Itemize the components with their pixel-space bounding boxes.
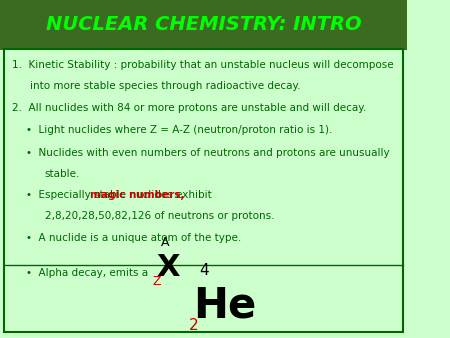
Text: 2,8,20,28,50,82,126 of neutrons or protons.: 2,8,20,28,50,82,126 of neutrons or proto… <box>45 211 274 221</box>
Text: into more stable species through radioactive decay.: into more stable species through radioac… <box>31 81 301 91</box>
Text: •  A nuclide is a unique atom of the type.: • A nuclide is a unique atom of the type… <box>27 233 242 243</box>
Text: X: X <box>157 252 180 282</box>
Text: magic numbers,: magic numbers, <box>90 190 184 200</box>
FancyBboxPatch shape <box>0 0 407 50</box>
Text: •  Nuclides with even numbers of neutrons and protons are unusually: • Nuclides with even numbers of neutrons… <box>27 148 390 158</box>
Text: 1.  Kinetic Stability : probability that an unstable nucleus will decompose: 1. Kinetic Stability : probability that … <box>12 60 394 70</box>
Text: 2: 2 <box>189 318 199 333</box>
Text: •  Light nuclides where Z = A-Z (neutron/proton ratio is 1).: • Light nuclides where Z = A-Z (neutron/… <box>27 125 333 135</box>
Text: Z: Z <box>153 275 161 288</box>
Text: NUCLEAR CHEMISTRY: INTRO: NUCLEAR CHEMISTRY: INTRO <box>45 15 361 34</box>
Text: A: A <box>161 236 169 249</box>
Text: He: He <box>193 285 256 327</box>
Text: 2.  All nuclides with 84 or more protons are unstable and will decay.: 2. All nuclides with 84 or more protons … <box>12 102 366 113</box>
Text: 4: 4 <box>199 263 209 278</box>
Text: •  Alpha decay, emits a: • Alpha decay, emits a <box>27 268 148 278</box>
Text: stable.: stable. <box>45 169 80 179</box>
Text: •  Especially stable nuclides exhibit: • Especially stable nuclides exhibit <box>27 190 216 200</box>
